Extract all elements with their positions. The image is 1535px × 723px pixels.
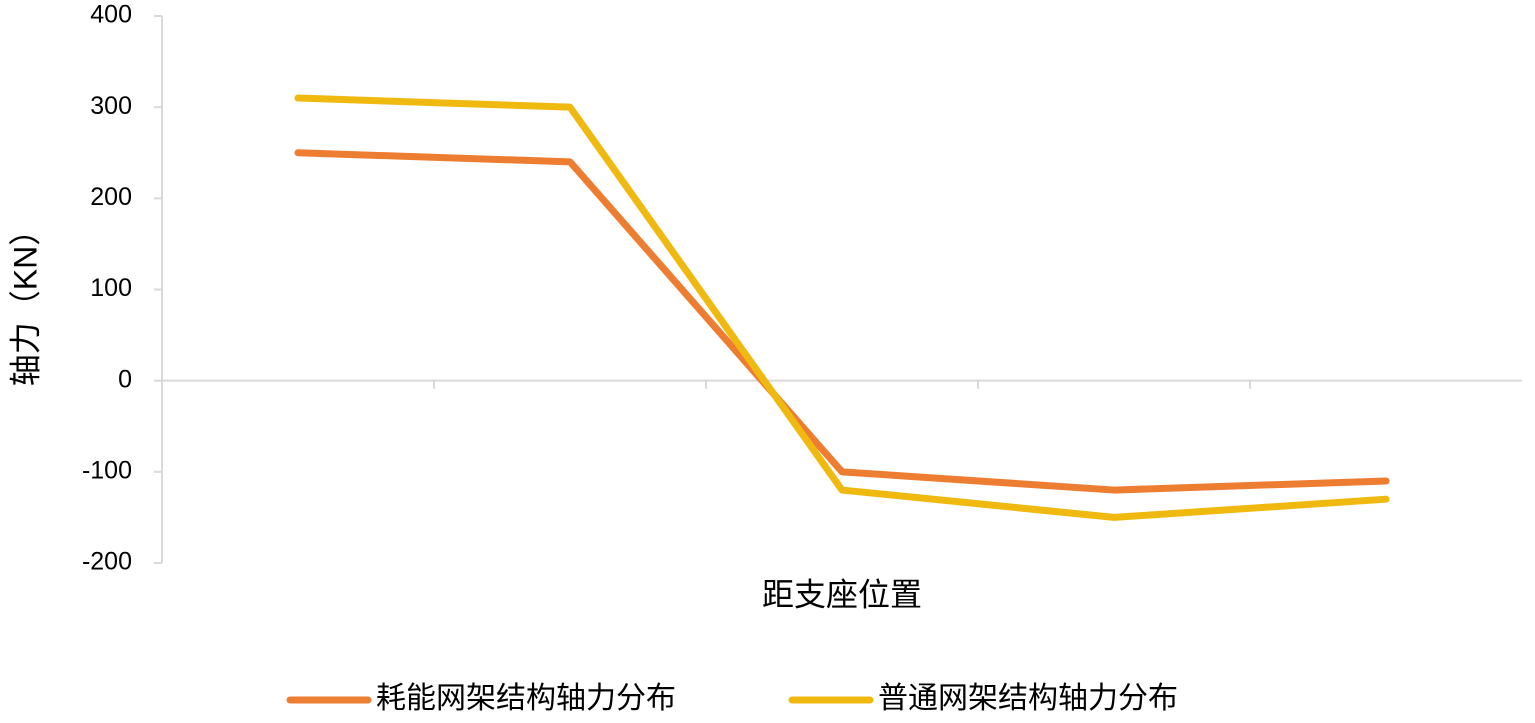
y-tick-label: 0 — [118, 365, 132, 393]
y-tick-label: -200 — [82, 548, 132, 576]
x-axis-title: 距支座位置 — [762, 576, 922, 612]
y-axis-title: 轴力（KN） — [7, 214, 43, 386]
legend-label: 普通网架结构轴力分布 — [878, 682, 1178, 715]
series-line — [294, 94, 1390, 521]
series-line — [294, 149, 1390, 494]
y-tick-label: -100 — [82, 456, 132, 484]
y-tick-label: 200 — [90, 183, 132, 211]
y-tick-label: 400 — [90, 1, 132, 29]
y-tick-label: 300 — [90, 92, 132, 120]
y-tick-label: 100 — [90, 274, 132, 302]
legend-label: 耗能网架结构轴力分布 — [376, 682, 676, 715]
